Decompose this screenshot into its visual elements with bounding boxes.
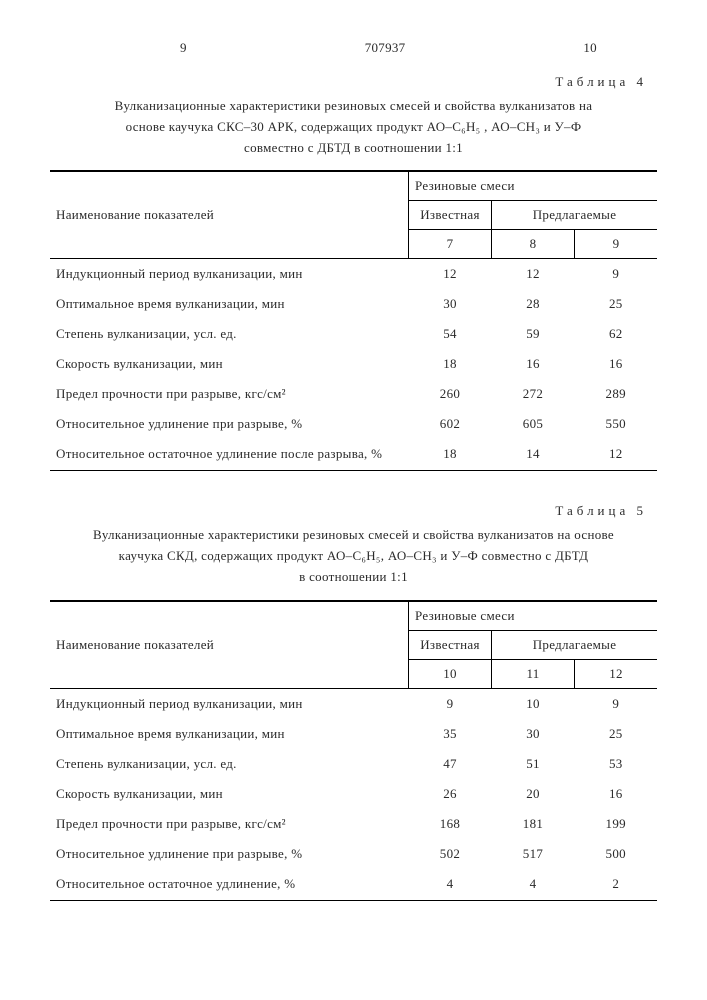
col-num: 10 — [409, 659, 492, 688]
row-label: Индукционный период вулканизации, мин — [50, 688, 409, 719]
cell-value: 4 — [492, 869, 575, 901]
col-head-mix: Резиновые смеси — [409, 601, 658, 631]
cell-value: 35 — [409, 719, 492, 749]
cell-value: 550 — [575, 409, 658, 439]
cell-value: 14 — [492, 439, 575, 471]
cell-value: 20 — [492, 779, 575, 809]
cell-value: 260 — [409, 379, 492, 409]
cell-value: 4 — [409, 869, 492, 901]
cell-value: 25 — [575, 289, 658, 319]
cell-value: 12 — [409, 259, 492, 290]
cell-value: 272 — [492, 379, 575, 409]
col-head-name: Наименование показателей — [50, 171, 409, 259]
cell-value: 59 — [492, 319, 575, 349]
cell-value: 53 — [575, 749, 658, 779]
cell-value: 25 — [575, 719, 658, 749]
cell-value: 181 — [492, 809, 575, 839]
cell-value: 62 — [575, 319, 658, 349]
cell-value: 602 — [409, 409, 492, 439]
cell-value: 502 — [409, 839, 492, 869]
row-label: Предел прочности при разрыве, кгс/см² — [50, 379, 409, 409]
table4: Наименование показателей Резиновые смеси… — [50, 170, 657, 471]
cell-value: 12 — [575, 439, 658, 471]
col-head-known: Известная — [409, 201, 492, 230]
cell-value: 30 — [492, 719, 575, 749]
row-label: Скорость вулканизации, мин — [50, 349, 409, 379]
col-num: 8 — [492, 230, 575, 259]
cell-value: 10 — [492, 688, 575, 719]
table5-label: Таблица 5 — [50, 503, 647, 519]
page-right: 10 — [583, 40, 597, 56]
row-label: Предел прочности при разрыве, кгс/см² — [50, 809, 409, 839]
cell-value: 18 — [409, 349, 492, 379]
cell-value: 2 — [575, 869, 658, 901]
col-num: 11 — [492, 659, 575, 688]
page-left: 9 — [180, 40, 187, 56]
row-label: Степень вулканизации, усл. ед. — [50, 749, 409, 779]
row-label: Относительное остаточное удлинение, % — [50, 869, 409, 901]
cell-value: 16 — [575, 779, 658, 809]
row-label: Оптимальное время вулканизации, мин — [50, 289, 409, 319]
cell-value: 30 — [409, 289, 492, 319]
row-label: Индукционный период вулканизации, мин — [50, 259, 409, 290]
cell-value: 16 — [492, 349, 575, 379]
caption-line: основе каучука СКС–30 АРК, содержащих пр… — [126, 119, 582, 134]
caption-line: в соотношении 1:1 — [299, 569, 408, 584]
cell-value: 12 — [492, 259, 575, 290]
page-header: 9 707937 10 — [50, 40, 657, 56]
cell-value: 54 — [409, 319, 492, 349]
caption-line: совместно с ДБТД в соотношении 1:1 — [244, 140, 463, 155]
row-label: Относительное удлинение при разрыве, % — [50, 409, 409, 439]
row-label: Оптимальное время вулканизации, мин — [50, 719, 409, 749]
row-label: Степень вулканизации, усл. ед. — [50, 319, 409, 349]
cell-value: 18 — [409, 439, 492, 471]
cell-value: 26 — [409, 779, 492, 809]
row-label: Относительное удлинение при разрыве, % — [50, 839, 409, 869]
table4-label: Таблица 4 — [50, 74, 647, 90]
col-num: 12 — [575, 659, 658, 688]
col-num: 7 — [409, 230, 492, 259]
col-head-proposed: Предлагаемые — [492, 630, 658, 659]
table5: Наименование показателей Резиновые смеси… — [50, 600, 657, 901]
cell-value: 605 — [492, 409, 575, 439]
cell-value: 9 — [575, 259, 658, 290]
row-label: Скорость вулканизации, мин — [50, 779, 409, 809]
col-head-known: Известная — [409, 630, 492, 659]
cell-value: 9 — [575, 688, 658, 719]
cell-value: 51 — [492, 749, 575, 779]
doc-number: 707937 — [365, 40, 406, 56]
col-head-mix: Резиновые смеси — [409, 171, 658, 201]
cell-value: 168 — [409, 809, 492, 839]
caption-line: каучука СКД, содержащих продукт АО–C₆H₅,… — [119, 548, 589, 563]
cell-value: 9 — [409, 688, 492, 719]
table5-caption: Вулканизационные характеристики резиновы… — [50, 525, 657, 587]
cell-value: 199 — [575, 809, 658, 839]
cell-value: 289 — [575, 379, 658, 409]
cell-value: 16 — [575, 349, 658, 379]
cell-value: 500 — [575, 839, 658, 869]
col-num: 9 — [575, 230, 658, 259]
col-head-proposed: Предлагаемые — [492, 201, 658, 230]
col-head-name: Наименование показателей — [50, 601, 409, 689]
row-label: Относительное остаточное удлинение после… — [50, 439, 409, 471]
cell-value: 28 — [492, 289, 575, 319]
cell-value: 47 — [409, 749, 492, 779]
caption-line: Вулканизационные характеристики резиновы… — [93, 527, 614, 542]
cell-value: 517 — [492, 839, 575, 869]
table4-caption: Вулканизационные характеристики резиновы… — [50, 96, 657, 158]
caption-line: Вулканизационные характеристики резиновы… — [115, 98, 593, 113]
